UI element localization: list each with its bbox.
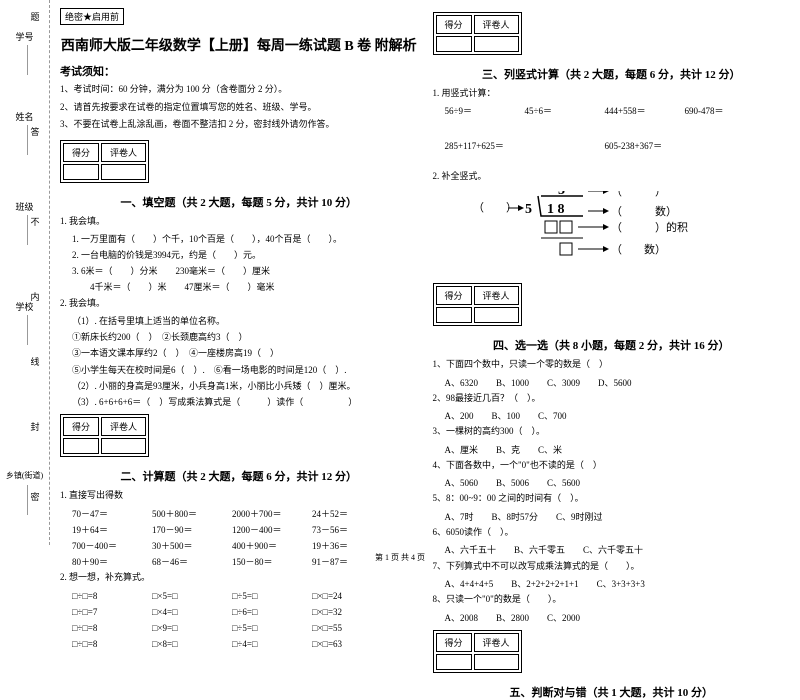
mc-q2o: A、200 B、100 C、700 (433, 408, 791, 424)
q2-l3: （2）. 小丽的身高是93厘米，小兵身高1米，小丽比小兵矮（ ）厘米。 (60, 378, 418, 394)
q1-l4: 4千米＝（ ）米 47厘米＝（ ）毫米 (60, 279, 418, 295)
q2-l4: （3）. 6+6+6+6＝（ ）写成乘法算式是（ ）读作（ ） (60, 394, 418, 410)
svg-text:（ 数）: （ 数） (611, 205, 677, 218)
calc2-r3: □÷□=8□×9=□□÷5=□□×□=55 (60, 620, 418, 636)
mc-q3: 3、一棵树的高约300（ ）。 (433, 424, 791, 438)
vert-r2: 285+117+625＝605-238+367＝ (433, 138, 791, 154)
spine-xian: 线 (30, 355, 39, 368)
division-diagram: （ ） 5 3 1 8 （ ） （ 数） （ ）的积 (433, 191, 791, 271)
calc1-title: 1. 直接写出得数 (60, 488, 418, 502)
spine-da: 答 (30, 125, 39, 138)
spine-bu: 不 (30, 215, 39, 228)
score-box-4: 得分评卷人 (433, 283, 522, 326)
mc-q7o: A、4+4+4+5 B、2+2+2+2+1+1 C、3+3+3+3 (433, 576, 791, 592)
svg-text:1 8: 1 8 (547, 202, 565, 217)
spine-xingming: 姓名 (15, 110, 33, 123)
notice-1: 1、考试时间：60 分钟，满分为 100 分（含卷面分 2 分）。 (60, 83, 418, 97)
section-1-title: 一、填空题（共 2 大题，每题 5 分，共计 10 分） (60, 194, 418, 210)
mc-q4o: A、5060 B、5006 C、5600 (433, 475, 791, 491)
score-box-1: 得分评卷人 (60, 140, 149, 183)
notice-title: 考试须知： (60, 63, 418, 79)
svg-text:（ ）: （ ） (611, 191, 666, 198)
q2-l1: （1）. 在括号里填上适当的单位名称。 (60, 313, 418, 329)
mc-q4: 4、下面各数中，一个"0"也不读的是（ ） (433, 458, 791, 472)
calc2-r1: □÷□=8□×5=□□÷5=□□×□=24 (60, 588, 418, 604)
section-5-title: 五、判断对与错（共 1 大题，共计 10 分） (433, 684, 791, 700)
spine-xuehao: 学号 (15, 30, 33, 43)
q1-l2: 2. 一台电脑的价钱是3994元，约是（ ）元。 (60, 247, 418, 263)
calc1-r2: 19＋64＝170－90＝1200－400＝73－56＝ (60, 522, 418, 538)
svg-text:3: 3 (558, 191, 565, 198)
spine-ti: 题 (30, 10, 39, 23)
mc-q2: 2、98最接近几百？（ ）。 (433, 391, 791, 405)
q2-l2b: ③一本语文课本厚约2（ ） ④一座楼房高19（ ） (60, 345, 418, 361)
spine-banji: 班级 (15, 200, 33, 213)
mc-q3o: A、厘米 B、克 C、米 (433, 442, 791, 458)
q1-title: 1. 我会填。 (60, 214, 418, 228)
paper-title: 西南师大版二年级数学【上册】每周一练试题 B 卷 附解析 (60, 35, 418, 55)
calc2-title: 2. 想一想，补充算式。 (60, 570, 418, 584)
mc-q5o: A、7时 B、8时57分 C、9时刚过 (433, 509, 791, 525)
svg-text:（ ）的积: （ ）的积 (611, 220, 688, 234)
spine-nei: 内 (30, 290, 39, 303)
svg-text:5: 5 (525, 202, 532, 217)
q1-l3: 3. 6米＝（ ）分米 230毫米＝（ ）厘米 (60, 263, 418, 279)
svg-text:（ 数）: （ 数） (611, 243, 666, 256)
spine-mi: 密 (30, 490, 39, 503)
content-area: 绝密★启用前 西南师大版二年级数学【上册】每周一练试题 B 卷 附解析 考试须知… (50, 0, 800, 545)
spine-feng: 封 (30, 420, 39, 433)
calc1-r1: 70－47＝500＋800＝2000＋700＝24＋52＝ (60, 506, 418, 522)
secret-label: 绝密★启用前 (60, 8, 124, 25)
left-column: 绝密★启用前 西南师大版二年级数学【上册】每周一练试题 B 卷 附解析 考试须知… (60, 8, 418, 537)
vert-r1: 56÷9＝45÷6＝444+558＝690-478＝ (433, 103, 791, 119)
mc-q8o: A、2008 B、2800 C、2000 (433, 610, 791, 626)
spine-xiangzhen: 乡镇(街道) (6, 470, 43, 481)
section-4-title: 四、选一选（共 8 小题，每题 2 分，共计 16 分） (433, 337, 791, 353)
notice-2: 2、请首先按要求在试卷的指定位置填写您的姓名、班级、学号。 (60, 101, 418, 115)
score-box-5: 得分评卷人 (433, 630, 522, 673)
right-column: 得分评卷人 三、列竖式计算（共 2 大题，每题 6 分，共计 12 分） 1. … (433, 8, 791, 537)
section-3-title: 三、列竖式计算（共 2 大题，每题 6 分，共计 12 分） (433, 66, 791, 82)
page-container: 学号 姓名 班级 学校 乡镇(街道) 题 答 不 内 线 封 密 绝密★启用前 … (0, 0, 800, 545)
q2-l2a: ①新床长约200（ ） ②长颈鹿高约3（ ） (60, 329, 418, 345)
q2-title: 2. 我会填。 (60, 296, 418, 310)
calc2-r2: □÷□=7□×4=□□÷6=□□×□=32 (60, 604, 418, 620)
mc-q5: 5、8：00~9：00 之间的时间有（ ）。 (433, 491, 791, 505)
mc-q6: 6、6050读作（ ）。 (433, 525, 791, 539)
mc-q1o: A、6320 B、1000 C、3009 D、5600 (433, 375, 791, 391)
q2-l2c: ⑤小学生每天在校时间是6（ ）. ⑥看一场电影的时间是120（ ）. (60, 362, 418, 378)
supp-title: 2. 补全竖式。 (433, 169, 791, 183)
q1-l1: 1. 一万里面有（ ）个千，10个百是（ ），40个百是（ ）。 (60, 231, 418, 247)
page-footer: 第 1 页 共 4 页 (0, 552, 800, 563)
diagram-svg: （ ） 5 3 1 8 （ ） （ 数） （ ）的积 (463, 191, 743, 271)
binding-spine: 学号 姓名 班级 学校 乡镇(街道) 题 答 不 内 线 封 密 (0, 0, 50, 545)
calc2-r4: □÷□=8□×8=□□÷4=□□×□=63 (60, 636, 418, 652)
vert-title: 1. 用竖式计算： (433, 86, 791, 100)
score-box-2: 得分评卷人 (60, 414, 149, 457)
score-box-3: 得分评卷人 (433, 12, 522, 55)
mc-q1: 1、下面四个数中，只读一个零的数是（ ） (433, 357, 791, 371)
mc-q8: 8、只读一个"0"的数是（ ）。 (433, 592, 791, 606)
notice-3: 3、不要在试卷上乱涂乱画，卷面不整洁扣 2 分，密封线外请勿作答。 (60, 118, 418, 132)
section-2-title: 二、计算题（共 2 大题，每题 6 分，共计 12 分） (60, 468, 418, 484)
